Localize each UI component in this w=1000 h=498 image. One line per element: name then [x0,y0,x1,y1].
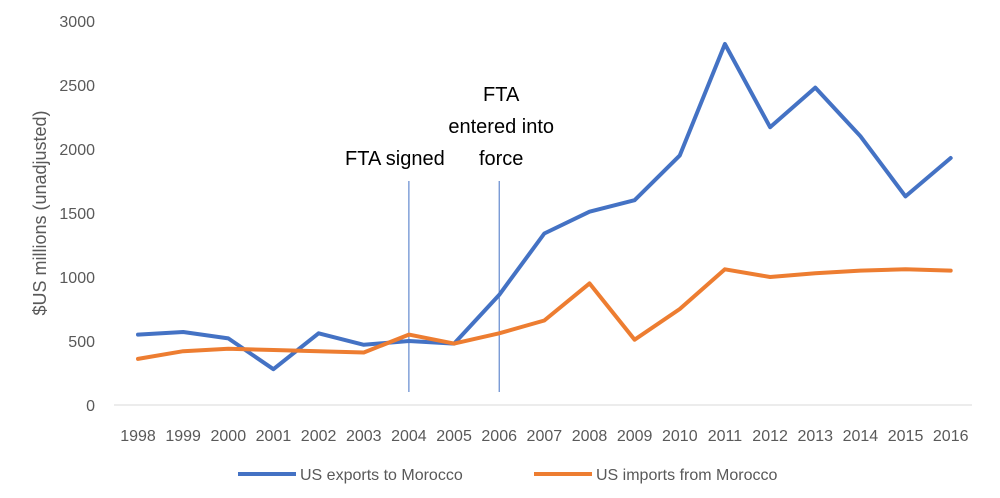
x-tick-label: 1998 [120,428,156,445]
x-tick-label: 2013 [797,428,833,445]
y-axis-ticks: 0 500 1000 1500 2000 2500 3000 [59,14,95,415]
x-tick-label: 2001 [256,428,292,445]
y-axis-label: $US millions (unadjusted) [30,110,50,315]
x-axis-ticks: 1998 1999 2000 2001 2002 2003 2004 2005 2006 2007… [120,428,968,445]
x-tick-label: 2003 [346,428,382,445]
x-tick-label: 2011 [708,428,743,445]
x-tick-label: 2002 [301,428,337,445]
x-tick-label: 2010 [662,428,698,445]
y-tick-label: 2000 [59,142,95,159]
annotation-text: FTA signed [345,148,445,170]
series-lines [136,42,953,372]
y-tick-label: 3000 [59,14,95,31]
series-line [136,267,953,361]
x-tick-label: 2014 [843,428,879,445]
x-tick-label: 2015 [888,428,924,445]
y-tick-label: 1500 [59,206,95,223]
annotations: FTA signed FTA entered into force [345,84,554,392]
series-line [136,42,953,372]
x-tick-label: 2012 [752,428,788,445]
y-tick-label: 2500 [59,78,95,95]
annotation-text: entered into [448,116,554,138]
legend-label: US imports from Morocco [596,467,777,484]
y-tick-label: 500 [68,334,95,351]
x-tick-label: 2008 [572,428,608,445]
x-tick-label: 2016 [933,428,969,445]
annotation-text: FTA [483,84,520,106]
y-tick-label: 1000 [59,270,95,287]
legend-label: US exports to Morocco [300,467,463,484]
x-tick-label: 2005 [436,428,472,445]
annotation-text: force [479,148,523,170]
x-tick-label: 2004 [391,428,427,445]
x-tick-label: 1999 [165,428,201,445]
x-tick-label: 2006 [481,428,517,445]
x-tick-label: 2007 [527,428,563,445]
x-tick-label: 2000 [211,428,247,445]
legend: US exports to Morocco US imports from Mor… [238,467,777,484]
y-tick-label: 0 [86,398,95,415]
x-tick-label: 2009 [617,428,653,445]
